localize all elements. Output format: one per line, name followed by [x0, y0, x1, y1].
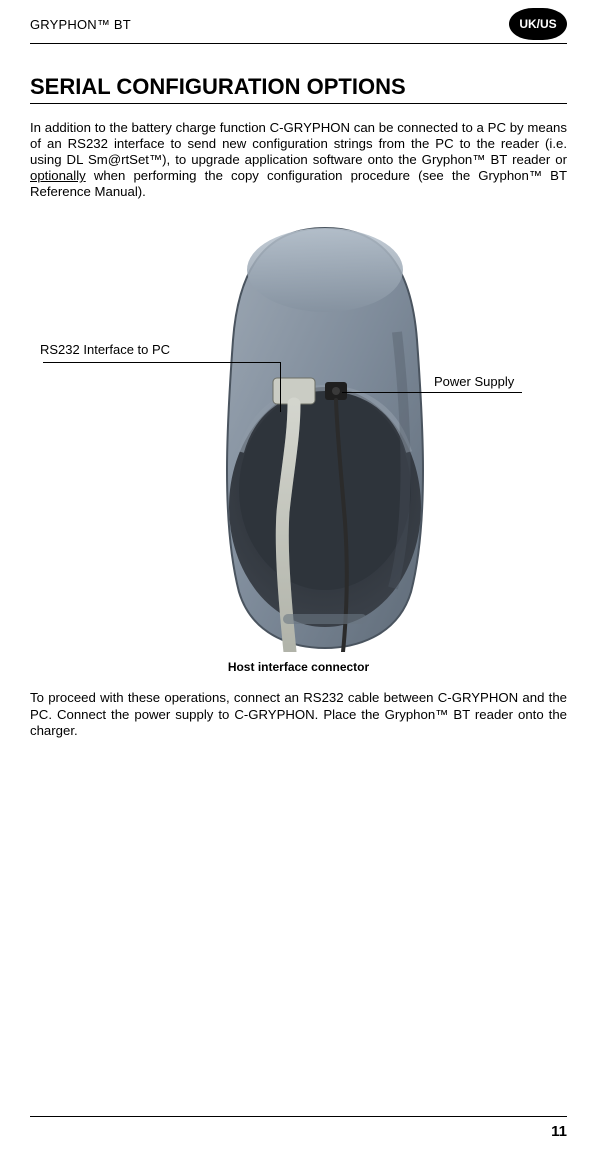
intro-underline: optionally: [30, 168, 86, 183]
leader-rs232: [43, 362, 281, 363]
label-power: Power Supply: [434, 374, 514, 389]
footer-rule: [30, 1116, 567, 1117]
leader-rs232-drop: [280, 362, 281, 412]
page-number: 11: [30, 1123, 567, 1140]
diagram: RS232 Interface to PC Power Supply: [30, 222, 567, 652]
header-rule: [30, 43, 567, 44]
section-title: SERIAL CONFIGURATION OPTIONS: [30, 74, 567, 100]
intro-paragraph: In addition to the battery charge functi…: [30, 120, 567, 200]
locale-badge: UK/US: [509, 8, 567, 40]
diagram-caption: Host interface connector: [30, 660, 567, 674]
intro-text-a: In addition to the battery charge functi…: [30, 120, 567, 167]
intro-text-b: when performing the copy configuration p…: [30, 168, 567, 199]
footer: 11: [30, 1116, 567, 1140]
product-header: GRYPHON™ BT: [30, 17, 131, 32]
instruction-paragraph: To proceed with these operations, connec…: [30, 690, 567, 738]
label-rs232: RS232 Interface to PC: [40, 342, 170, 357]
leader-power: [342, 392, 522, 393]
section-underline: [30, 103, 567, 104]
device-illustration: [175, 222, 475, 652]
